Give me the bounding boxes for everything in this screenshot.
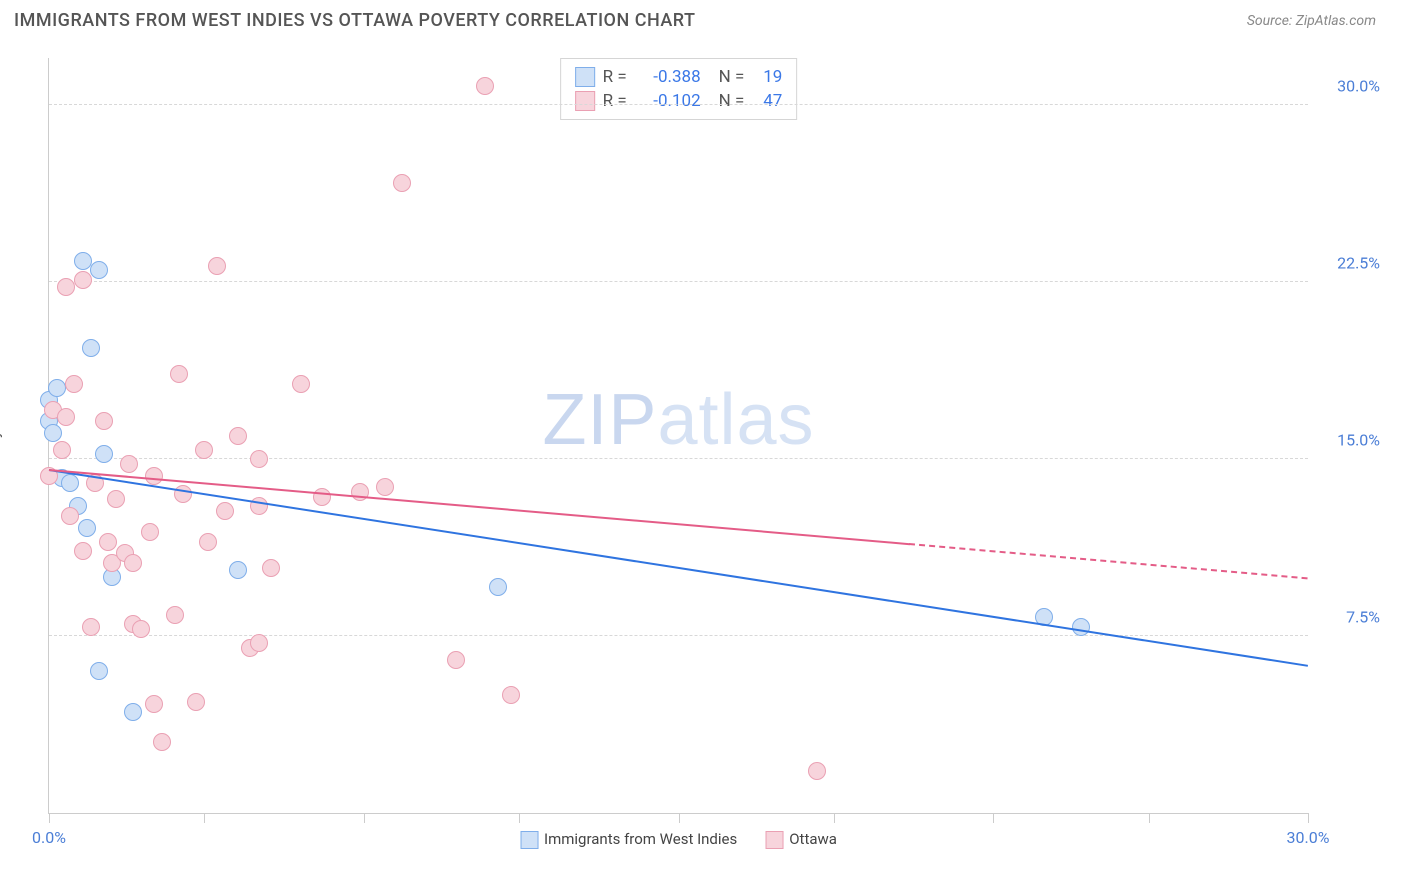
legend-swatch (520, 831, 538, 849)
data-point (393, 174, 411, 192)
y-axis-title: Poverty (0, 431, 3, 481)
data-point (313, 488, 331, 506)
data-point (447, 651, 465, 669)
trend-line (49, 469, 909, 545)
r-value: -0.102 (635, 91, 701, 111)
data-point (141, 523, 159, 541)
data-point (90, 261, 108, 279)
data-point (229, 561, 247, 579)
x-tick (993, 813, 994, 823)
gridline (49, 104, 1308, 105)
chart-title: IMMIGRANTS FROM WEST INDIES VS OTTAWA PO… (14, 10, 696, 31)
y-tick-label: 15.0% (1316, 431, 1380, 450)
r-value: -0.388 (635, 67, 701, 87)
data-point (199, 533, 217, 551)
x-tick (204, 813, 205, 823)
y-tick-label: 22.5% (1316, 254, 1380, 273)
y-tick-label: 30.0% (1316, 77, 1380, 96)
legend-swatch (765, 831, 783, 849)
legend-label: Immigrants from West Indies (544, 830, 737, 848)
n-value: 19 (752, 67, 782, 87)
legend-item: Ottawa (765, 830, 837, 849)
data-point (170, 365, 188, 383)
data-point (229, 427, 247, 445)
r-label: R = (603, 67, 627, 87)
chart-container: Poverty ZIPatlas R =-0.388N =19R =-0.102… (14, 40, 1386, 872)
stats-row: R = -0.388 N = 19 (575, 65, 783, 89)
data-point (74, 271, 92, 289)
source-label: Source: ZipAtlas.com (1247, 13, 1376, 29)
x-tick-label: 30.0% (1287, 828, 1330, 847)
watermark-thin: atlas (657, 380, 814, 460)
data-point (99, 533, 117, 551)
x-tick (519, 813, 520, 823)
legend-item: Immigrants from West Indies (520, 830, 737, 849)
data-point (502, 686, 520, 704)
n-label: N = (719, 91, 745, 111)
data-point (48, 379, 66, 397)
x-legend: Immigrants from West Indies Ottawa (520, 830, 837, 849)
trend-line (909, 543, 1308, 579)
data-point (1072, 618, 1090, 636)
x-tick (1308, 813, 1309, 823)
x-tick (834, 813, 835, 823)
data-point (132, 620, 150, 638)
x-tick-label: 0.0% (32, 828, 66, 847)
data-point (44, 424, 62, 442)
legend-swatch (575, 67, 595, 87)
data-point (145, 467, 163, 485)
data-point (292, 375, 310, 393)
data-point (376, 478, 394, 496)
data-point (195, 441, 213, 459)
data-point (120, 455, 138, 473)
watermark-bold: ZIP (542, 380, 657, 460)
gridline (49, 458, 1308, 459)
data-point (250, 634, 268, 652)
data-point (107, 490, 125, 508)
data-point (250, 450, 268, 468)
y-tick-label: 7.5% (1316, 608, 1380, 627)
data-point (95, 412, 113, 430)
data-point (65, 375, 83, 393)
n-label: N = (719, 67, 745, 87)
x-tick (364, 813, 365, 823)
data-point (153, 733, 171, 751)
data-point (78, 519, 96, 537)
data-point (124, 554, 142, 572)
data-point (262, 559, 280, 577)
data-point (166, 606, 184, 624)
data-point (74, 542, 92, 560)
data-point (53, 441, 71, 459)
data-point (187, 693, 205, 711)
data-point (476, 77, 494, 95)
data-point (95, 445, 113, 463)
data-point (57, 278, 75, 296)
data-point (61, 474, 79, 492)
x-tick (49, 813, 50, 823)
data-point (489, 578, 507, 596)
x-tick (1149, 813, 1150, 823)
data-point (57, 408, 75, 426)
data-point (145, 695, 163, 713)
data-point (82, 618, 100, 636)
r-label: R = (603, 91, 627, 111)
legend-label: Ottawa (789, 830, 837, 848)
stats-row: R = -0.102 N = 47 (575, 89, 783, 113)
data-point (61, 507, 79, 525)
n-value: 47 (752, 91, 782, 111)
watermark: ZIPatlas (542, 379, 814, 461)
data-point (808, 762, 826, 780)
data-point (208, 257, 226, 275)
data-point (82, 339, 100, 357)
data-point (351, 483, 369, 501)
data-point (74, 252, 92, 270)
data-point (216, 502, 234, 520)
gridline (49, 281, 1308, 282)
data-point (124, 703, 142, 721)
data-point (90, 662, 108, 680)
stats-legend-box: R = -0.388 N = 19 R = -0.102 N = 47 (560, 58, 798, 120)
x-tick (679, 813, 680, 823)
legend-swatch (575, 91, 595, 111)
plot-area: ZIPatlas R =-0.388N =19R =-0.102N =47 Im… (48, 58, 1308, 814)
